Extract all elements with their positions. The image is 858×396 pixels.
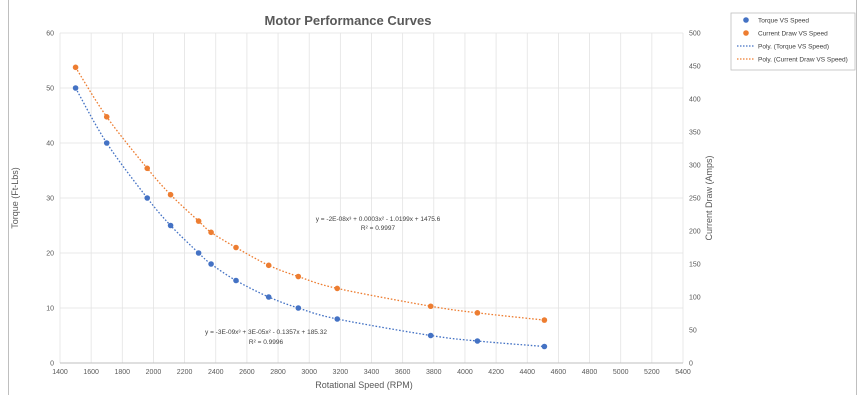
current-point	[167, 191, 174, 198]
current-point	[144, 165, 151, 172]
trendlines	[75, 66, 545, 348]
current-trend-equation: y = -2E-08x³ + 0.0003x² - 1.0199x + 1475…	[316, 216, 441, 223]
x-tick-label: 4000	[457, 369, 473, 376]
current-point	[72, 64, 79, 71]
x-tick-label: 3600	[395, 369, 411, 376]
torque-point	[427, 332, 434, 339]
legend-marker-torque	[743, 17, 749, 23]
axes: 1400 1600 1800 2000 2200 2400 2600 2800 3000 3200…	[46, 31, 701, 377]
chart-title: Motor Performance Curves	[265, 13, 432, 28]
y2-tick-label: 450	[689, 64, 701, 71]
torque-point	[195, 250, 202, 256]
torque-point	[103, 140, 110, 146]
torque-trend-equation: y = -3E-09x³ + 3E-05x² - 0.1357x + 185.3…	[205, 329, 327, 336]
gridlines	[59, 32, 684, 364]
legend-label-torque: Torque VS Speed	[758, 18, 809, 25]
y2-tick-label: 500	[689, 31, 701, 38]
current-point	[208, 229, 214, 236]
torque-point	[144, 195, 151, 201]
y-tick-label: 10	[46, 306, 54, 313]
x-tick-label: 4400	[519, 369, 535, 376]
y2-tick-label: 0	[689, 361, 693, 368]
y2-tick-label: 150	[689, 262, 701, 269]
x-tick-label: 2200	[177, 369, 193, 376]
x-tick-label: 1600	[83, 369, 99, 376]
x-tick-label: 3000	[301, 369, 317, 376]
x-tick-label: 5200	[644, 369, 660, 376]
y-tick-label: 40	[46, 141, 54, 148]
legend-label-current-trend: Poly. (Current Draw VS Speed)	[758, 57, 848, 64]
torque-trend-r2: R² = 0.9996	[249, 339, 284, 346]
torque-point	[167, 222, 174, 229]
current-point	[103, 114, 110, 120]
y-tick-label: 20	[46, 251, 54, 258]
x-tick-label: 1800	[115, 369, 131, 376]
torque-point	[72, 85, 79, 91]
x-tick-label: 2000	[146, 369, 162, 376]
current-point	[334, 285, 341, 292]
torque-point	[334, 316, 341, 322]
y-axis-title: Torque (Ft-Lbs)	[10, 167, 20, 229]
chart-frame	[8, 0, 857, 395]
torque-point	[541, 343, 548, 350]
x-tick-label: 4800	[582, 369, 598, 376]
torque-point	[295, 305, 302, 311]
legend: Torque VS Speed Current Draw VS Speed Po…	[730, 12, 856, 71]
y2-axis-title: Current Draw (Amps)	[704, 155, 714, 240]
y2-tick-label: 300	[689, 163, 701, 170]
current-point	[195, 218, 202, 224]
y2-tick-label: 200	[689, 229, 701, 236]
x-tick-label: 5000	[613, 369, 629, 376]
y2-tick-label: 100	[689, 295, 701, 302]
current-trend-r2: R² = 0.9997	[361, 225, 396, 232]
legend-marker-current	[743, 30, 749, 36]
x-tick-label: 3800	[426, 369, 442, 376]
y-tick-label: 60	[46, 31, 54, 38]
legend-label-torque-trend: Poly. (Torque VS Speed)	[758, 44, 829, 51]
x-tick-label: 5400	[675, 369, 691, 376]
x-tick-label: 2400	[208, 369, 224, 376]
y2-tick-label: 250	[689, 196, 701, 203]
current-point	[427, 303, 434, 310]
x-tick-label: 4200	[488, 369, 504, 376]
current-point	[474, 310, 481, 316]
x-tick-label: 3400	[364, 369, 380, 376]
x-tick-label: 2800	[270, 369, 286, 376]
current-trendline	[75, 66, 545, 321]
current-point	[541, 317, 548, 323]
torque-point	[474, 338, 481, 344]
y2-tick-label: 350	[689, 130, 701, 137]
current-point	[295, 273, 302, 280]
current-point	[265, 262, 272, 269]
y-tick-label: 50	[46, 86, 54, 93]
torque-point	[265, 294, 272, 300]
current-point	[233, 244, 239, 251]
x-tick-label: 2600	[239, 369, 255, 376]
legend-label-current: Current Draw VS Speed	[758, 31, 828, 38]
y-tick-label: 30	[46, 196, 54, 203]
torque-point	[233, 277, 239, 284]
x-tick-label: 4600	[551, 369, 567, 376]
y-tick-label: 0	[50, 361, 54, 368]
x-tick-label: 3200	[333, 369, 349, 376]
y2-tick-label: 50	[689, 328, 697, 335]
data-points	[72, 64, 548, 350]
x-tick-label: 1400	[52, 369, 68, 376]
legend-box	[730, 12, 856, 71]
torque-point	[208, 261, 214, 267]
x-axis-title: Rotational Speed (RPM)	[315, 380, 413, 390]
y2-tick-label: 400	[689, 97, 701, 104]
